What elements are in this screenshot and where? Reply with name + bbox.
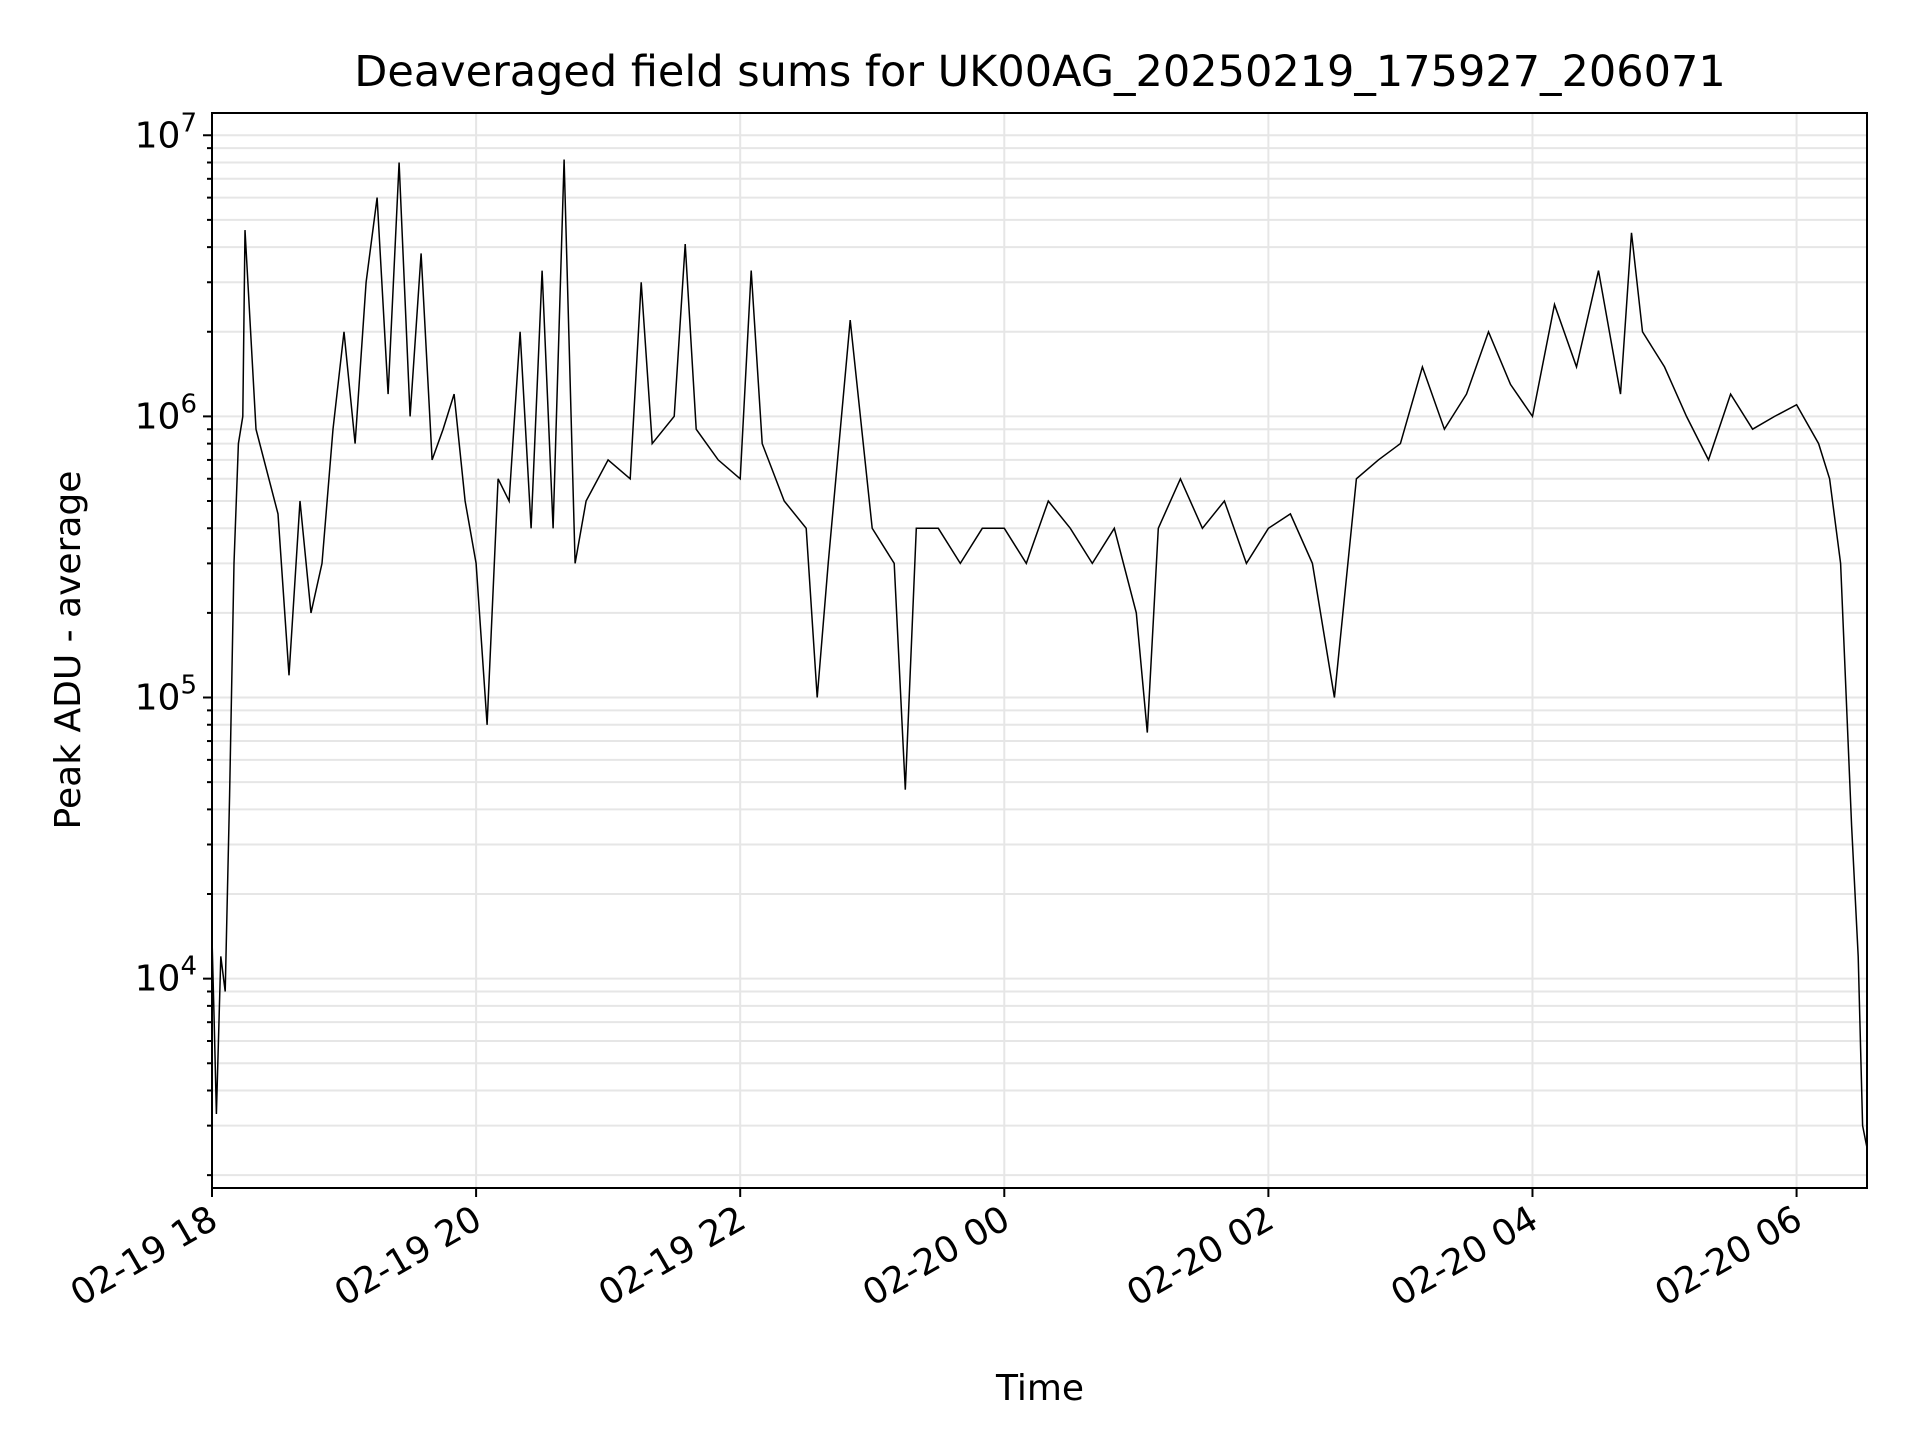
- x-tick-label: 02-20 06: [1648, 1198, 1809, 1314]
- series-line: [211, 159, 1868, 1149]
- grid: [211, 113, 1867, 1188]
- y-tick-label: 106: [135, 389, 197, 437]
- x-tick-label: 02-19 18: [64, 1198, 225, 1314]
- y-tick-base: 10: [135, 396, 181, 437]
- plot-frame: [211, 112, 1868, 1189]
- y-tick-exponent: 7: [180, 108, 197, 138]
- chart-title: Deaveraged field sums for UK00AG_2025021…: [354, 47, 1725, 97]
- y-tick-base: 10: [135, 115, 181, 156]
- x-tick-label: 02-19 22: [592, 1198, 753, 1314]
- y-tick-label: 107: [135, 108, 197, 156]
- x-axis: 02-19 18 02-19 20 02-19 22 02-20 00 02-20 02…: [64, 1188, 1809, 1315]
- x-axis-title: Time: [995, 1368, 1084, 1409]
- y-tick-exponent: 5: [180, 671, 197, 701]
- series-group: [211, 159, 1868, 1149]
- x-tick-label: 02-19 20: [328, 1198, 489, 1314]
- y-tick-exponent: 6: [180, 389, 197, 419]
- y-tick-label: 105: [135, 671, 197, 719]
- y-tick-base: 10: [135, 678, 181, 719]
- x-tick-label: 02-20 04: [1384, 1198, 1545, 1314]
- x-tick-label: 02-20 02: [1120, 1198, 1281, 1314]
- y-tick-base: 10: [135, 959, 181, 1000]
- y-axis-title: Peak ADU - average: [48, 471, 89, 830]
- y-tick-label: 104: [135, 952, 197, 1000]
- x-tick-label: 02-20 00: [856, 1198, 1017, 1314]
- y-tick-exponent: 4: [180, 952, 197, 982]
